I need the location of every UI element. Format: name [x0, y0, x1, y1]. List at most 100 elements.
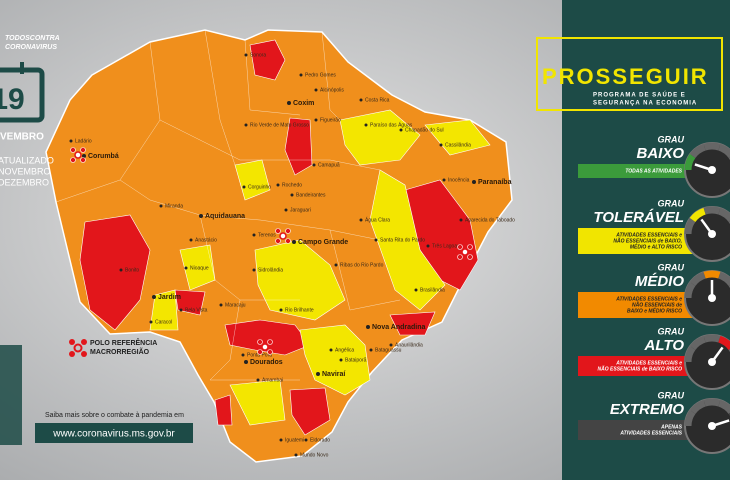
city-label: Anastácio — [195, 237, 217, 243]
city-dot — [312, 163, 316, 167]
gauge-segment — [689, 207, 706, 223]
level-name: MÉDIO — [635, 273, 685, 290]
polo-dot — [257, 339, 263, 345]
gauge-segment — [718, 271, 730, 287]
city-dot — [314, 88, 318, 92]
gauge-segment — [684, 409, 696, 427]
polo-dot — [457, 244, 463, 250]
city-label: Nioaque — [190, 265, 209, 271]
polo-dot — [467, 244, 473, 250]
city-dot — [219, 303, 223, 307]
city-dot — [276, 183, 280, 187]
program-box — [536, 37, 723, 111]
city-dot — [439, 143, 443, 147]
city-dot — [152, 295, 156, 299]
city-label: Naviraí — [322, 371, 346, 378]
gauge-hub — [708, 294, 716, 302]
gauge-segment — [718, 399, 730, 415]
city-dot — [369, 348, 373, 352]
gauge-segment — [684, 345, 696, 363]
city-label: Pedro Gomes — [305, 72, 336, 78]
legend-label: POLO REFERÊNCIA — [90, 338, 157, 347]
polo-dot — [267, 339, 273, 345]
level-description: ATIVIDADES ESSENCIAIS e — [615, 360, 682, 366]
borders — [55, 29, 401, 381]
level-description: MÉDIO e ALTO RISCO — [630, 242, 682, 250]
city-label: Jardim — [158, 294, 181, 301]
city-label: Costa Rica — [365, 97, 390, 103]
gauge-segment — [703, 334, 721, 343]
city-dot — [242, 185, 246, 189]
city-dot — [334, 263, 338, 267]
city-dot — [299, 73, 303, 77]
city-dot — [159, 204, 163, 208]
gauge-segment — [684, 217, 696, 235]
city-dot — [279, 308, 283, 312]
city-label: Ponta Porã — [247, 352, 272, 358]
polo-dot — [285, 228, 291, 234]
polo-legend-icon — [69, 339, 87, 357]
city-dot — [329, 348, 333, 352]
city-label: Figueirão — [320, 117, 341, 123]
map: Corumbá Ladário Coxim Aquidauana Campo Grand… — [45, 29, 515, 463]
polo-ring — [261, 343, 269, 351]
polo-dot — [267, 349, 273, 355]
polo-marker — [457, 244, 473, 260]
calendar-icon — [0, 67, 45, 123]
city-label: Corumbá — [88, 153, 119, 160]
city-label: Miranda — [165, 203, 183, 209]
city-dot — [119, 268, 123, 272]
level-description: NÃO ESSENCIAIS de BAIXO, — [613, 237, 682, 244]
level-name: ALTO — [644, 337, 685, 354]
city-labels: Corumbá Ladário Coxim Aquidauana Campo Grand… — [69, 52, 515, 458]
gauge-hub — [708, 422, 716, 430]
level-description: ATIVIDADES ESSENCIAIS e — [615, 296, 682, 302]
level-bar — [578, 356, 703, 376]
city-label: Bela Vista — [185, 307, 208, 313]
calendar-day: 19 — [0, 83, 25, 116]
level-description: APENAS — [660, 424, 683, 430]
gauge-segment — [718, 143, 730, 159]
city-label: Ribas do Rio Pardo — [340, 262, 384, 268]
program-subtitle: SEGURANÇA NA ECONOMIA — [593, 101, 697, 107]
city-label: Paraíso das Águas — [370, 121, 413, 128]
gauge-segment — [703, 142, 721, 151]
city-dot — [279, 438, 283, 442]
calendar-ring — [20, 62, 24, 74]
city-dot — [244, 123, 248, 127]
city-label: Brasilândia — [420, 287, 445, 293]
level-bar — [578, 420, 703, 440]
city-dot — [426, 244, 430, 248]
city-dot — [241, 353, 245, 357]
level-description: NÃO ESSENCIAIS de BAIXO RISCO — [598, 365, 683, 372]
city-label: Terenos — [258, 232, 276, 238]
polo-dot — [80, 157, 86, 163]
city-dot — [292, 240, 296, 244]
polo-dot — [275, 238, 281, 244]
city-dot — [339, 358, 343, 362]
city-label: Bandeirantes — [296, 192, 326, 198]
hashtag: TODOSCONTRA — [5, 35, 60, 42]
city-dot — [244, 53, 248, 57]
city-label: Ladário — [75, 138, 92, 144]
city-label: Rochedo — [282, 182, 302, 188]
city-dot — [199, 214, 203, 218]
gauge-segment — [703, 206, 721, 215]
gauge-segment — [684, 281, 696, 299]
program-subtitle: PROGRAMA DE SAÚDE E — [593, 92, 686, 99]
city-dot — [472, 180, 476, 184]
gauge-segment — [703, 270, 721, 279]
city-label: Cassilândia — [445, 142, 471, 148]
city-label: Inocência — [448, 177, 470, 183]
city-label: Bonito — [125, 267, 139, 273]
gauge-segment — [718, 335, 730, 351]
url[interactable]: www.coronavirus.ms.gov.br — [52, 429, 175, 440]
gauge-segment — [689, 399, 706, 415]
level-bar — [578, 228, 703, 254]
city-label: Sidrolândia — [258, 267, 283, 273]
city-dot — [459, 218, 463, 222]
city-dot — [294, 453, 298, 457]
updated: NOVEMBRO — [0, 166, 51, 176]
city-dot — [399, 128, 403, 132]
